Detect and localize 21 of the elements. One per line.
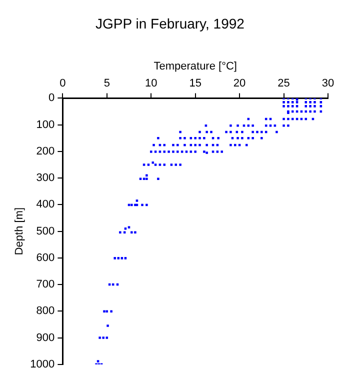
x-tick-label: 0 xyxy=(60,78,66,90)
x-tick-label: 30 xyxy=(322,78,334,90)
x-tick-label: 25 xyxy=(278,78,290,90)
y-tick-label: 500 xyxy=(36,225,55,238)
y-axis-title: Depth [m] xyxy=(14,207,26,256)
x-tick-label: 20 xyxy=(233,78,246,90)
y-tick-label: 1000 xyxy=(30,358,55,370)
y-tick-label: 400 xyxy=(36,198,55,211)
y-tick-label: 0 xyxy=(48,92,55,104)
x-axis-title: Temperature [°C] xyxy=(154,60,237,72)
y-tick-label: 300 xyxy=(36,172,55,184)
y-tick-label: 100 xyxy=(36,118,55,131)
x-tick-label: 5 xyxy=(104,78,110,90)
x-tick-label: 10 xyxy=(144,78,158,90)
y-tick-label: 800 xyxy=(36,305,55,318)
y-tick-label: 700 xyxy=(36,278,55,291)
y-tick-label: 900 xyxy=(36,332,55,344)
x-tick-label: 15 xyxy=(189,78,202,90)
chart-title: JGPP in February, 1992 xyxy=(96,15,245,32)
y-tick-label: 600 xyxy=(36,252,55,264)
y-tick-label: 200 xyxy=(36,145,55,158)
